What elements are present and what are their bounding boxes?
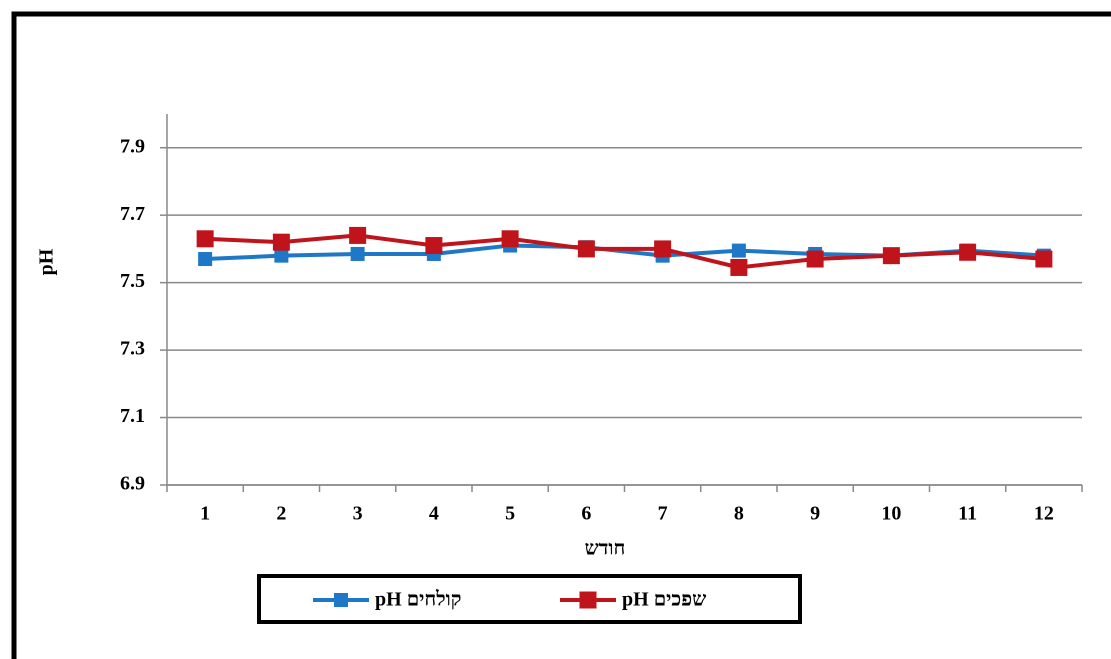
x-tick-label: 2: [276, 503, 286, 525]
point-marker: [882, 247, 900, 265]
x-tick-label: 4: [429, 503, 439, 525]
point-marker: [274, 248, 289, 263]
y-tick-label: 7.9: [120, 135, 145, 157]
y-axis-label: pH: [36, 248, 58, 275]
point-marker: [731, 243, 746, 258]
point-marker: [1035, 250, 1053, 268]
legend-label: קולחים pH: [375, 589, 461, 611]
point-marker: [198, 252, 213, 267]
x-tick-label: 11: [958, 503, 977, 525]
x-tick-label: 12: [1034, 503, 1054, 525]
x-tick-label: 5: [505, 503, 515, 525]
point-marker: [654, 240, 672, 258]
y-tick-label: 7.5: [120, 270, 145, 292]
legend-marker: [334, 593, 348, 607]
y-tick-label: 7.3: [120, 338, 145, 360]
x-axis-label: חודש: [585, 538, 626, 560]
x-tick-label: 7: [658, 503, 668, 525]
x-tick-label: 1: [200, 503, 210, 525]
point-marker: [959, 243, 977, 261]
x-tick-label: 6: [581, 503, 591, 525]
x-tick-label: 8: [734, 503, 744, 525]
point-marker: [272, 233, 290, 251]
legend-marker: [579, 591, 597, 609]
point-marker: [577, 240, 595, 258]
x-tick-label: 3: [353, 503, 363, 525]
point-marker: [501, 230, 519, 248]
x-tick-label: 10: [881, 503, 901, 525]
point-marker: [196, 230, 214, 248]
point-marker: [806, 250, 824, 268]
x-tick-label: 9: [810, 503, 820, 525]
point-marker: [730, 258, 748, 276]
point-marker: [425, 237, 443, 255]
y-tick-label: 7.7: [120, 203, 145, 225]
point-marker: [350, 246, 365, 261]
point-marker: [349, 226, 367, 244]
legend-label: שפכים pH: [622, 589, 706, 611]
y-tick-label: 7.1: [120, 405, 145, 427]
frame: [11, 11, 1111, 659]
series-line: [205, 233, 1045, 270]
y-tick-label: 6.9: [120, 473, 145, 495]
